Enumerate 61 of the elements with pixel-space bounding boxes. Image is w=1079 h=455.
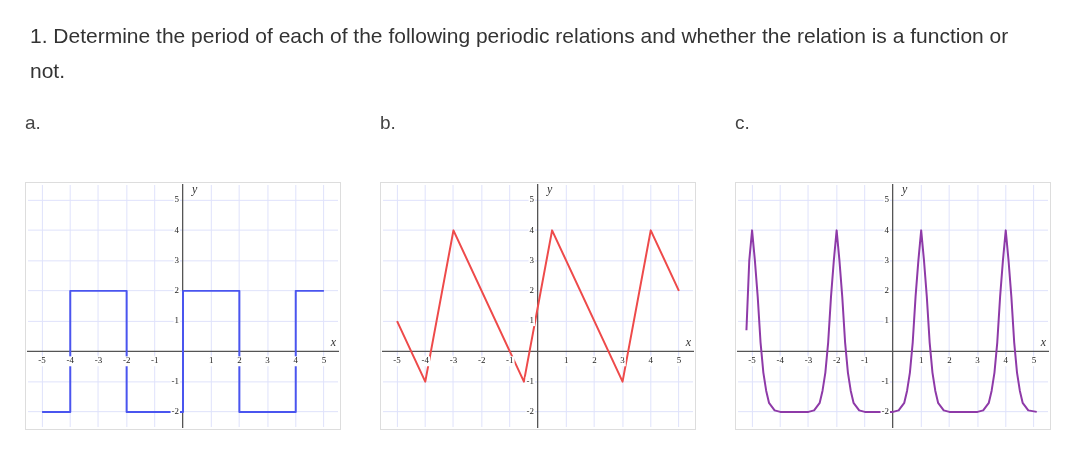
x-tick-label: 5 — [321, 355, 327, 366]
x-tick-label: 2 — [947, 355, 952, 366]
y-tick-label: -1 — [171, 375, 180, 386]
y-tick-label: 3 — [174, 254, 180, 265]
x-tick-label: 3 — [620, 355, 626, 366]
y-tick-label: -2 — [881, 406, 890, 417]
y-tick-label: 4 — [884, 224, 890, 235]
x-tick-label: 2 — [592, 355, 597, 366]
x-tick-label: 3 — [265, 355, 271, 366]
y-axis-title: y — [900, 182, 908, 197]
x-tick-label: -1 — [506, 355, 514, 366]
y-tick-label: 4 — [174, 224, 180, 235]
x-tick-label: -2 — [122, 355, 131, 366]
y-tick-label: 4 — [529, 224, 535, 235]
y-tick-label: -1 — [526, 375, 535, 386]
x-tick-label: 5 — [676, 355, 682, 366]
x-tick-label: 1 — [563, 355, 569, 366]
x-tick-label: -4 — [66, 355, 75, 366]
y-tick-label: 5 — [884, 194, 890, 205]
chart-title: a. — [25, 112, 42, 135]
x-axis-title: x — [684, 334, 692, 349]
x-tick-label: -5 — [393, 355, 402, 366]
y-axis-title: y — [545, 182, 553, 197]
x-tick-label: -3 — [804, 355, 813, 366]
x-tick-label: -1 — [151, 355, 159, 366]
x-tick-label: 4 — [1003, 355, 1009, 366]
y-tick-label: 2 — [174, 285, 180, 296]
x-tick-label: 1 — [208, 355, 214, 366]
x-tick-label: -1 — [861, 355, 869, 366]
x-axis-title: x — [329, 334, 337, 349]
x-tick-label: 2 — [237, 355, 242, 366]
y-tick-label: -2 — [526, 406, 535, 417]
x-tick-label: -5 — [38, 355, 47, 366]
x-tick-label: -3 — [449, 355, 458, 366]
text: 1. Determine the period of each of the following periodic relations and whether the relation is a function or not. — [30, 23, 1010, 84]
y-tick-label: 5 — [529, 194, 535, 205]
x-tick-label: -4 — [776, 355, 785, 366]
x-tick-label: -4 — [421, 355, 430, 366]
x-tick-label: 5 — [1031, 355, 1037, 366]
x-axis-title: x — [1039, 334, 1047, 349]
x-tick-label: 1 — [918, 355, 924, 366]
x-tick-label: 3 — [975, 355, 981, 366]
y-axis-title: y — [190, 182, 198, 197]
y-tick-label: 2 — [529, 285, 535, 296]
y-tick-label: -1 — [881, 375, 890, 386]
y-tick-label: 1 — [174, 315, 180, 326]
y-tick-label: 2 — [884, 285, 890, 296]
y-tick-label: -2 — [171, 406, 180, 417]
x-tick-label: -5 — [748, 355, 757, 366]
x-tick-label: -3 — [94, 355, 103, 366]
y-tick-label: 5 — [174, 194, 180, 205]
x-tick-label: 4 — [293, 355, 299, 366]
x-tick-label: -2 — [832, 355, 841, 366]
y-tick-label: 3 — [884, 254, 890, 265]
x-tick-label: -2 — [477, 355, 486, 366]
chart-title: b. — [380, 112, 397, 135]
chart-title: c. — [735, 112, 751, 135]
y-tick-label: 3 — [529, 254, 535, 265]
y-tick-label: 1 — [884, 315, 890, 326]
x-tick-label: 4 — [648, 355, 654, 366]
y-tick-label: 1 — [529, 315, 535, 326]
